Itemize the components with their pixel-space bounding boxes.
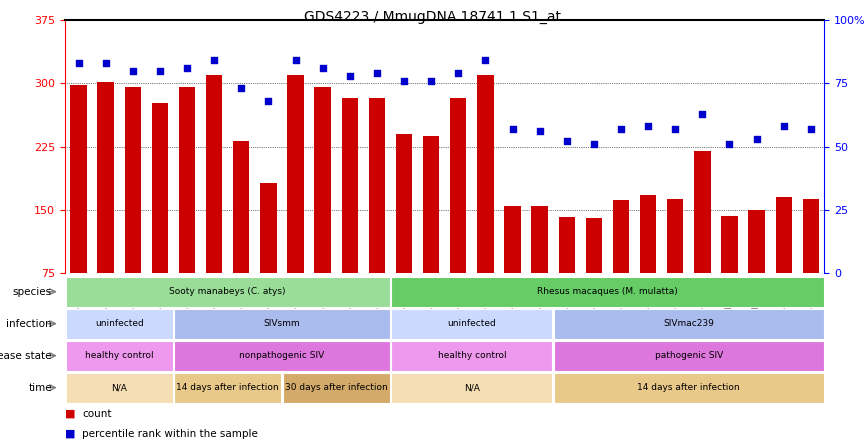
Text: healthy control: healthy control xyxy=(437,351,506,360)
Point xyxy=(804,125,818,132)
Bar xyxy=(288,75,304,273)
Point xyxy=(722,140,736,147)
Point xyxy=(695,110,709,117)
Bar xyxy=(640,194,656,273)
Bar xyxy=(423,135,439,273)
Bar xyxy=(776,197,792,273)
Point xyxy=(370,70,384,77)
Bar xyxy=(748,210,765,273)
Bar xyxy=(504,206,520,273)
Text: nonpathogenic SIV: nonpathogenic SIV xyxy=(239,351,325,360)
Bar xyxy=(179,87,195,273)
Text: ■: ■ xyxy=(65,429,75,439)
Point xyxy=(288,57,302,64)
Bar xyxy=(803,199,819,273)
Bar xyxy=(98,82,113,273)
Point xyxy=(669,125,682,132)
Text: Rhesus macaques (M. mulatta): Rhesus macaques (M. mulatta) xyxy=(537,287,678,296)
Text: uninfected: uninfected xyxy=(94,319,144,328)
Bar xyxy=(477,75,494,273)
Text: SIVmac239: SIVmac239 xyxy=(663,319,714,328)
Point xyxy=(451,70,465,77)
Text: Sooty manabeys (C. atys): Sooty manabeys (C. atys) xyxy=(170,287,286,296)
Bar xyxy=(70,85,87,273)
Bar xyxy=(532,206,548,273)
Text: 14 days after infection: 14 days after infection xyxy=(177,383,279,392)
Bar xyxy=(450,99,467,273)
Text: pathogenic SIV: pathogenic SIV xyxy=(655,351,723,360)
Point xyxy=(180,64,194,71)
Text: healthy control: healthy control xyxy=(85,351,153,360)
Bar xyxy=(721,216,738,273)
Point xyxy=(153,67,167,74)
Point xyxy=(316,64,330,71)
Point xyxy=(424,77,438,84)
Point xyxy=(641,123,655,130)
Bar xyxy=(341,99,358,273)
Point xyxy=(506,125,520,132)
Bar xyxy=(695,151,710,273)
Bar xyxy=(233,141,249,273)
Text: infection: infection xyxy=(6,319,52,329)
Bar xyxy=(261,183,276,273)
Point xyxy=(262,97,275,104)
Bar xyxy=(396,134,412,273)
Bar xyxy=(613,200,629,273)
Bar xyxy=(585,218,602,273)
Bar xyxy=(152,103,168,273)
Bar xyxy=(667,199,683,273)
Point xyxy=(478,57,492,64)
Bar xyxy=(314,87,331,273)
Bar xyxy=(125,87,141,273)
Point xyxy=(397,77,411,84)
Point xyxy=(235,85,249,92)
Point xyxy=(533,128,546,135)
Text: count: count xyxy=(82,409,112,419)
Text: 14 days after infection: 14 days after infection xyxy=(637,383,740,392)
Text: disease state: disease state xyxy=(0,351,52,361)
Point xyxy=(72,59,86,67)
Point xyxy=(750,135,764,143)
Text: percentile rank within the sample: percentile rank within the sample xyxy=(82,429,258,439)
Text: GDS4223 / MmugDNA.18741.1.S1_at: GDS4223 / MmugDNA.18741.1.S1_at xyxy=(305,10,561,24)
Text: time: time xyxy=(29,383,52,392)
Text: uninfected: uninfected xyxy=(448,319,496,328)
Point xyxy=(614,125,628,132)
Text: ■: ■ xyxy=(65,409,75,419)
Point xyxy=(99,59,113,67)
Point xyxy=(777,123,791,130)
Bar xyxy=(206,75,223,273)
Point xyxy=(343,72,357,79)
Text: species: species xyxy=(13,287,52,297)
Point xyxy=(559,138,573,145)
Bar xyxy=(369,99,385,273)
Point xyxy=(207,57,221,64)
Text: SIVsmm: SIVsmm xyxy=(263,319,301,328)
Text: 30 days after infection: 30 days after infection xyxy=(285,383,388,392)
Bar xyxy=(559,217,575,273)
Point xyxy=(126,67,139,74)
Point xyxy=(587,140,601,147)
Text: N/A: N/A xyxy=(111,383,127,392)
Text: N/A: N/A xyxy=(464,383,480,392)
